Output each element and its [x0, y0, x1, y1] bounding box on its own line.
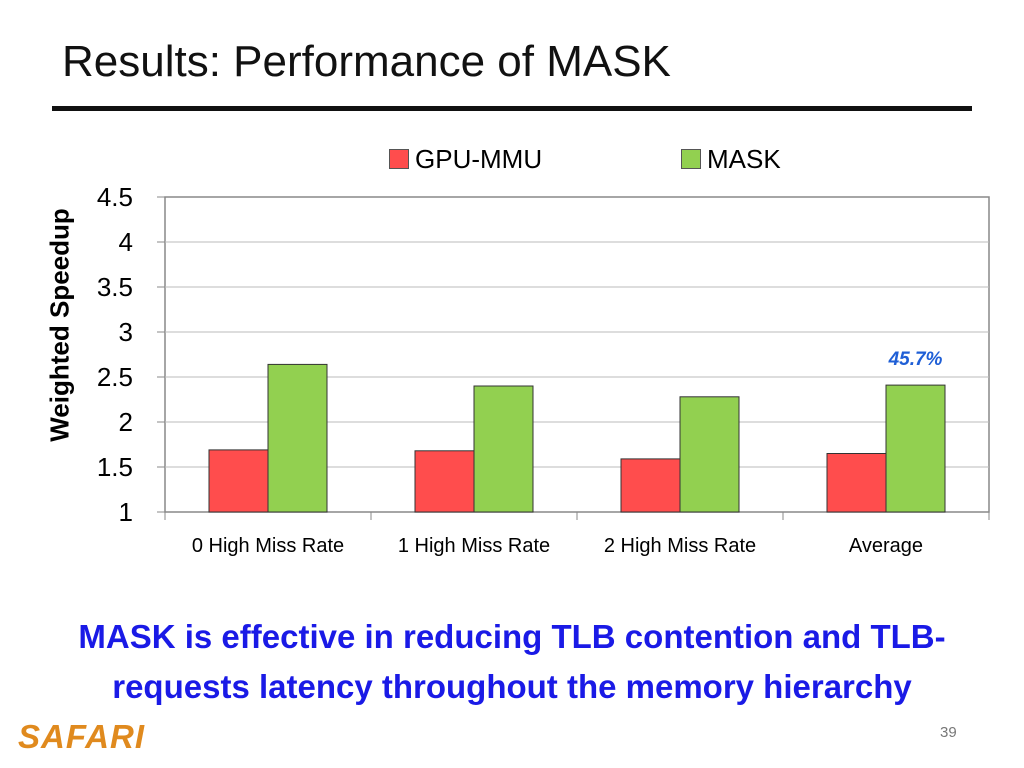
bar-gpu-mmu [208, 449, 269, 513]
x-tick-label: 2 High Miss Rate [604, 535, 756, 557]
y-axis-label: Weighted Speedup [44, 208, 75, 442]
title-divider [52, 106, 972, 111]
bar-gpu-mmu [414, 450, 475, 513]
slide-title: Results: Performance of MASK [62, 37, 671, 86]
y-tick-label: 3 [119, 317, 133, 347]
legend-item-mask: MASK [681, 143, 781, 175]
bar-mask [473, 385, 534, 513]
chart-canvas: 1 1.5 2 2.5 3 3.5 4 4.5 0 High Miss Rate 1 High M… [97, 182, 990, 557]
summary-line-1: MASK is effective in reducing TLB conten… [78, 618, 946, 655]
y-tick-label: 2.5 [97, 362, 133, 392]
y-tick-label: 4.5 [97, 182, 133, 212]
legend-swatch-mask [681, 149, 701, 169]
bar-mask [267, 363, 328, 513]
x-tick-label: Average [849, 535, 923, 557]
bar-mask [679, 396, 740, 513]
bar-gpu-mmu [826, 453, 887, 513]
y-tick-label: 3.5 [97, 272, 133, 302]
summary-line-2: requests latency throughout the memory h… [112, 668, 912, 705]
x-tick-label: 0 High Miss Rate [192, 535, 344, 557]
legend-swatch-gpu-mmu [389, 149, 409, 169]
legend-item-gpu-mmu: GPU-MMU [389, 143, 542, 175]
y-tick-label: 4 [119, 227, 133, 257]
bar-mask [885, 384, 946, 513]
speedup-annotation: 45.7% [888, 349, 943, 370]
legend-label-gpu-mmu: GPU-MMU [415, 143, 543, 174]
safari-logo: SAFARI [18, 718, 146, 755]
page-number: 39 [940, 724, 957, 741]
speedup-chart: 1 1.5 2 2.5 3 3.5 4 4.5 0 High Miss Rate 1 High M… [44, 143, 990, 557]
y-tick-label: 2 [119, 407, 133, 437]
y-tick-label: 1 [119, 497, 133, 527]
x-tick-label: 1 High Miss Rate [398, 535, 550, 557]
legend-label-mask: MASK [707, 143, 781, 174]
y-tick-label: 1.5 [97, 452, 133, 482]
bar-gpu-mmu [620, 458, 681, 513]
summary-statement: MASK is effective in reducing TLB conten… [40, 612, 984, 712]
